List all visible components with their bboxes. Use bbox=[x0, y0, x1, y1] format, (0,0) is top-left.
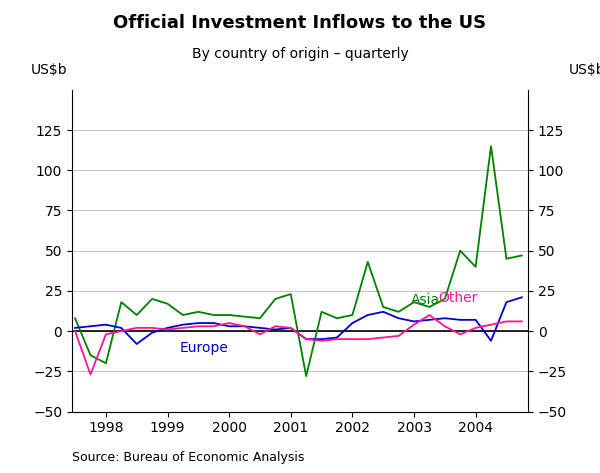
Text: Other: Other bbox=[439, 291, 478, 305]
Text: Europe: Europe bbox=[180, 341, 229, 355]
Text: Official Investment Inflows to the US: Official Investment Inflows to the US bbox=[113, 14, 487, 32]
Text: Source: Bureau of Economic Analysis: Source: Bureau of Economic Analysis bbox=[72, 451, 304, 464]
Text: US$b: US$b bbox=[31, 63, 68, 77]
Text: By country of origin – quarterly: By country of origin – quarterly bbox=[191, 47, 409, 61]
Text: US$b: US$b bbox=[569, 63, 600, 77]
Text: Asia: Asia bbox=[411, 293, 440, 307]
